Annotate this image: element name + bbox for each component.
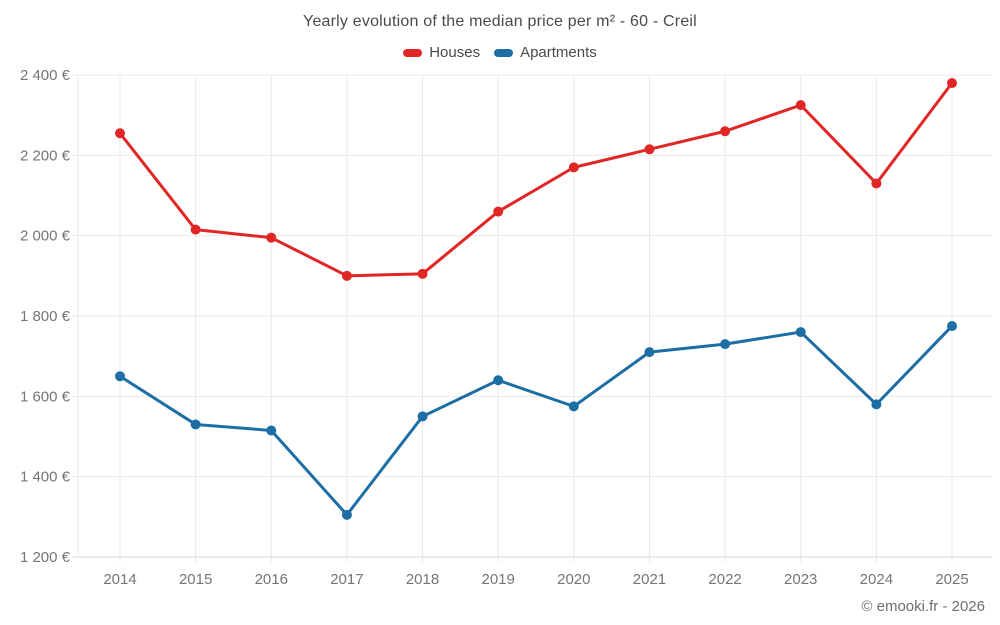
data-point-houses-2015[interactable]: [190, 224, 201, 235]
legend-item-apartments[interactable]: Apartments: [494, 44, 597, 61]
apartments-swatch-icon: [494, 48, 514, 57]
data-point-houses-2016[interactable]: [266, 232, 277, 243]
y-axis-label: 1 400 €: [20, 469, 71, 486]
data-point-houses-2021[interactable]: [644, 144, 655, 155]
y-axis-label: 2 400 €: [20, 67, 71, 84]
data-point-houses-2017[interactable]: [341, 270, 352, 281]
watermark: © emooki.fr - 2026: [861, 598, 985, 615]
x-axis-label: 2020: [557, 571, 590, 588]
data-point-houses-2014[interactable]: [115, 128, 125, 139]
data-point-apartments-2016[interactable]: [266, 425, 277, 436]
x-axis-label: 2017: [330, 571, 363, 588]
legend: Houses Apartments: [0, 44, 1000, 61]
data-point-apartments-2014[interactable]: [115, 371, 125, 382]
x-axis-label: 2014: [103, 571, 136, 588]
x-axis-label: 2022: [708, 571, 741, 588]
data-point-houses-2022[interactable]: [720, 126, 731, 137]
data-point-houses-2018[interactable]: [417, 268, 428, 279]
x-axis-label: 2018: [406, 571, 439, 588]
data-point-apartments-2024[interactable]: [871, 399, 882, 410]
data-point-houses-2023[interactable]: [795, 100, 806, 111]
data-point-apartments-2025[interactable]: [947, 321, 957, 332]
data-point-apartments-2020[interactable]: [568, 401, 579, 412]
data-point-apartments-2021[interactable]: [644, 347, 655, 358]
x-axis-label: 2024: [860, 571, 893, 588]
x-axis-label: 2025: [935, 571, 968, 588]
data-point-apartments-2022[interactable]: [720, 339, 731, 350]
legend-label-houses: Houses: [429, 44, 481, 61]
series-line-apartments: [118, 324, 954, 517]
data-point-houses-2025[interactable]: [947, 78, 957, 89]
data-point-houses-2019[interactable]: [493, 206, 504, 217]
x-axis-label: 2023: [784, 571, 817, 588]
data-point-apartments-2015[interactable]: [190, 419, 201, 430]
x-axis-label: 2021: [633, 571, 666, 588]
y-axis-label: 2 000 €: [20, 228, 71, 245]
x-axis-label: 2015: [179, 571, 212, 588]
y-axis-label: 1 200 €: [20, 549, 71, 566]
legend-label-apartments: Apartments: [520, 44, 597, 61]
houses-swatch-icon: [403, 48, 423, 57]
data-point-apartments-2019[interactable]: [493, 375, 504, 386]
y-axis-label: 2 200 €: [20, 147, 71, 164]
y-axis-label: 1 800 €: [20, 308, 71, 325]
data-point-houses-2024[interactable]: [871, 178, 882, 189]
data-point-houses-2020[interactable]: [568, 162, 579, 173]
legend-item-houses[interactable]: Houses: [403, 44, 480, 61]
data-point-apartments-2017[interactable]: [341, 509, 352, 520]
series-line-houses: [118, 81, 954, 278]
chart-title: Yearly evolution of the median price per…: [303, 13, 697, 30]
data-point-apartments-2018[interactable]: [417, 411, 428, 422]
y-axis-label: 1 600 €: [20, 388, 71, 405]
x-axis-label: 2019: [481, 571, 514, 588]
data-point-apartments-2023[interactable]: [795, 327, 806, 338]
x-axis-label: 2016: [255, 571, 288, 588]
